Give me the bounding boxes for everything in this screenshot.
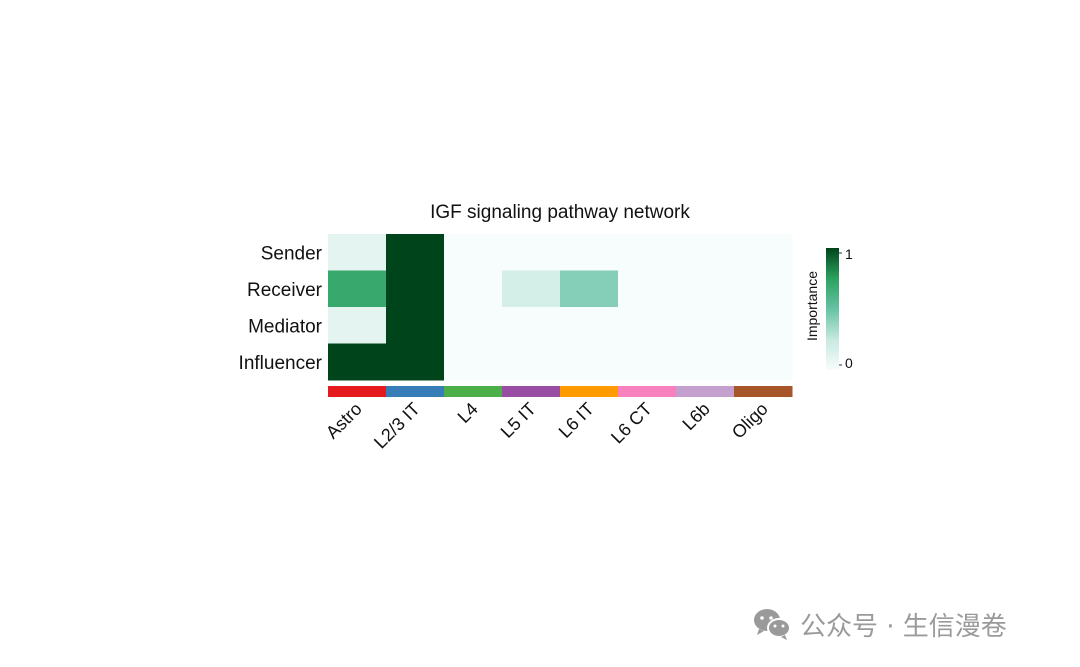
chart-title: IGF signaling pathway network (430, 202, 690, 223)
colorbar-title: Importance (804, 271, 820, 341)
heatmap-cell (676, 234, 735, 271)
column-label: L5 IT (497, 399, 540, 442)
column-label: L2/3 IT (370, 399, 424, 453)
column-color-swatch (734, 386, 793, 397)
heatmap-cell (502, 307, 561, 344)
column-color-swatch (444, 386, 503, 397)
heatmap-cell (734, 343, 793, 381)
heatmap-cell (444, 234, 503, 271)
heatmap-cell (560, 307, 619, 344)
heatmap-cell (502, 343, 561, 381)
heatmap-cell (560, 234, 619, 271)
row-label: Sender (261, 243, 323, 264)
wechat-icon (752, 607, 792, 641)
heatmap-cells (328, 234, 793, 381)
heatmap-cell (618, 234, 677, 271)
heatmap-cell (502, 270, 561, 308)
heatmap-cell (502, 234, 561, 271)
row-label: Influencer (239, 353, 323, 374)
heatmap-cell (560, 270, 619, 308)
row-labels: Sender Receiver Mediator Influencer (239, 243, 323, 374)
heatmap-cell (618, 307, 677, 344)
heatmap-cell (328, 343, 387, 381)
column-color-swatch (386, 386, 445, 397)
heatmap-cell (734, 270, 793, 308)
heatmap-cell (560, 343, 619, 381)
heatmap-chart: IGF signaling pathway network Sender Rece… (239, 202, 853, 453)
heatmap-cell (676, 343, 735, 381)
heatmap-cell (618, 270, 677, 308)
heatmap-cell (386, 343, 445, 381)
column-label: L6b (678, 399, 713, 434)
column-label: L4 (454, 399, 482, 427)
row-label: Mediator (248, 316, 323, 337)
heatmap-cell (386, 307, 445, 344)
column-label: Oligo (728, 399, 772, 443)
colorbar-legend: 1 0 Importance (804, 246, 853, 371)
column-color-swatch (328, 386, 387, 397)
colorbar-max-label: 1 (845, 246, 853, 262)
heatmap-cell (618, 343, 677, 381)
column-color-swatch (502, 386, 561, 397)
heatmap-cell (676, 270, 735, 308)
column-labels: Astro L2/3 IT L4 L5 IT L6 IT L6 CT L6b Oligo (322, 399, 772, 453)
heatmap-cell (328, 270, 387, 308)
heatmap-cell (328, 307, 387, 344)
column-color-bar (328, 386, 793, 397)
heatmap-cell (386, 270, 445, 308)
heatmap-cell (734, 234, 793, 271)
column-label: L6 CT (607, 399, 656, 448)
column-color-swatch (676, 386, 735, 397)
row-label: Receiver (247, 280, 323, 301)
colorbar-min-label: 0 (845, 355, 853, 371)
heatmap-cell (386, 234, 445, 271)
watermark-text: 公众号 · 生信漫卷 (800, 611, 1007, 642)
colorbar-ramp (826, 248, 839, 370)
heatmap-cell (328, 234, 387, 271)
heatmap-cell (444, 307, 503, 344)
heatmap-cell (676, 307, 735, 344)
heatmap-cell (734, 307, 793, 344)
watermark: 公众号 · 生信漫卷 (752, 606, 1007, 642)
column-label: L6 IT (555, 399, 598, 442)
heatmap-cell (444, 270, 503, 308)
heatmap-cell (444, 343, 503, 381)
column-label: Astro (322, 399, 366, 443)
column-color-swatch (618, 386, 677, 397)
column-color-swatch (560, 386, 619, 397)
